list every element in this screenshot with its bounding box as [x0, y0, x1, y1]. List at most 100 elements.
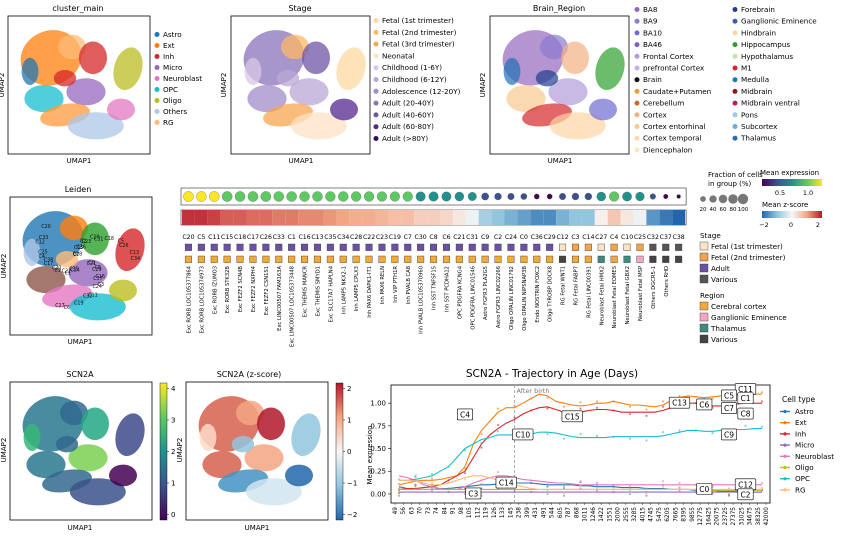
- x-tick-label: 56: [401, 507, 407, 515]
- cluster-name-label: Inh VIP PTH1R: [393, 266, 399, 303]
- legend-tick: 0.5: [775, 189, 785, 197]
- panel-scn2a: SCN2A UMAP1 UMAP2 0 1 2 3 4: [0, 370, 176, 532]
- stage-cell: [352, 243, 360, 251]
- callout-label: C14: [499, 479, 514, 488]
- umap-cluster-blob: [276, 70, 300, 87]
- colorbar-bar: [159, 382, 168, 521]
- legend-title: Mean expression: [760, 169, 819, 177]
- colorbar-tick-label: 1: [171, 480, 175, 488]
- callout-label: C3: [468, 489, 478, 498]
- legend-size-tick: 40: [710, 207, 717, 213]
- legend-marker: [154, 54, 160, 59]
- heat-cell: [517, 210, 531, 225]
- series-point: [430, 472, 434, 476]
- umap-cluster-blob: [336, 47, 366, 91]
- leiden-cluster-label: C11: [88, 293, 97, 299]
- stage-cell: [507, 243, 515, 251]
- cluster-id-label: C5: [197, 234, 205, 241]
- series-point: [447, 479, 450, 482]
- legend-label: Diencephalon: [643, 145, 692, 154]
- cluster-name-label: Astro FGFR3 LINC02266: [496, 266, 502, 328]
- heat-cell: [543, 210, 557, 225]
- legend-marker: [634, 53, 640, 59]
- series-point: [562, 494, 566, 497]
- cluster-id-label: C6: [442, 234, 450, 241]
- cluster-name-label: Oligo OPALIN NIPSNAP3B: [522, 266, 528, 331]
- cluster-name-label: RG Fetal FABP7: [573, 266, 579, 306]
- region-cell: [520, 255, 528, 263]
- series-point: [480, 446, 483, 449]
- heat-cell: [646, 210, 660, 225]
- series-point: [661, 484, 665, 487]
- series-point: [595, 434, 599, 437]
- leiden-cluster-label: C2: [80, 238, 86, 244]
- legend-title: Fraction of cells: [708, 171, 763, 179]
- region-cell: [301, 255, 309, 263]
- series-point: [480, 432, 483, 436]
- legend-label: Caudate+Putamen: [643, 87, 711, 96]
- legend-cluster-main: Astro Ext Inh Micro Neuroblast OPC Oligo Others…: [154, 30, 202, 127]
- colorbar-bar: [335, 382, 344, 521]
- legend-marker: [732, 53, 738, 59]
- after-birth-label: After birth: [517, 387, 550, 395]
- panel-title: SCN2A (z-score): [217, 370, 282, 379]
- legend-size-tick: 60: [720, 207, 727, 213]
- leiden-cluster-label: C0: [88, 260, 94, 266]
- cluster-name-label: OPC PDGFRA KCNG4: [457, 265, 463, 319]
- umap-cluster-blob: [589, 98, 617, 121]
- heat-cell: [581, 210, 595, 225]
- legend-marker: [634, 88, 640, 94]
- colorbar-tick-label: 3: [171, 416, 175, 424]
- legend-title: Region: [700, 291, 725, 300]
- leiden-cluster-label: C3: [98, 282, 104, 288]
- heat-cell: [465, 210, 479, 225]
- x-tick-label: 1011: [583, 507, 589, 522]
- legend-size-tick: 100: [738, 207, 749, 213]
- dot-marker: [441, 191, 452, 202]
- colorbar: 0 1 2 3 4: [159, 382, 176, 521]
- callout-label: C1: [740, 394, 750, 403]
- legend-marker: [732, 124, 738, 129]
- legend-label: Neonatal: [382, 51, 414, 60]
- stage-cell: [210, 243, 218, 251]
- region-cell: [391, 255, 399, 263]
- series-point: [546, 432, 549, 436]
- legend-label: RG: [163, 118, 174, 127]
- cluster-id-label: C33: [273, 234, 285, 241]
- umap-cluster-blob: [503, 57, 521, 85]
- legend-marker: [783, 409, 787, 414]
- x-tick-label: 1422: [599, 507, 605, 522]
- x-tick-label: 70: [418, 507, 424, 515]
- stage-cell: [262, 243, 270, 251]
- stage-cell: [391, 243, 399, 251]
- legend-label: Inh: [795, 429, 806, 438]
- x-tick-label: 91: [451, 507, 457, 515]
- series-point: [612, 485, 615, 488]
- heat-cell: [298, 210, 311, 225]
- legend-label: Adult (60-80Y): [382, 122, 434, 131]
- series-point: [678, 481, 681, 485]
- legend-tick: 1.0: [803, 189, 813, 197]
- region-cell: [649, 255, 657, 263]
- legend-marker: [634, 18, 640, 24]
- stage-cell: [584, 243, 592, 251]
- region-cell: [275, 255, 283, 263]
- region-cell: [675, 255, 683, 263]
- series-point: [463, 449, 467, 452]
- axis-label-x: UMAP1: [67, 157, 92, 165]
- x-tick-label: 5475: [657, 507, 663, 522]
- series-point: [595, 486, 599, 489]
- legend-stage: Fetal (1st trimester) Fetal (2nd trimeste…: [373, 16, 461, 143]
- leiden-cluster-label: C19: [74, 300, 83, 306]
- legend-label: Childhood (1-6Y): [382, 63, 442, 72]
- leiden-cluster-label: C26: [119, 243, 128, 249]
- legend-marker: [154, 120, 160, 125]
- region-cell: [597, 255, 605, 263]
- legend-label: BA9: [643, 17, 658, 26]
- series-point: [546, 396, 549, 399]
- series-point: [645, 491, 648, 495]
- legend-label: Thalamus: [740, 134, 776, 143]
- x-tick-label: 20075: [715, 507, 721, 526]
- leiden-cluster-label: C4: [39, 254, 45, 260]
- legend-marker: [154, 98, 160, 103]
